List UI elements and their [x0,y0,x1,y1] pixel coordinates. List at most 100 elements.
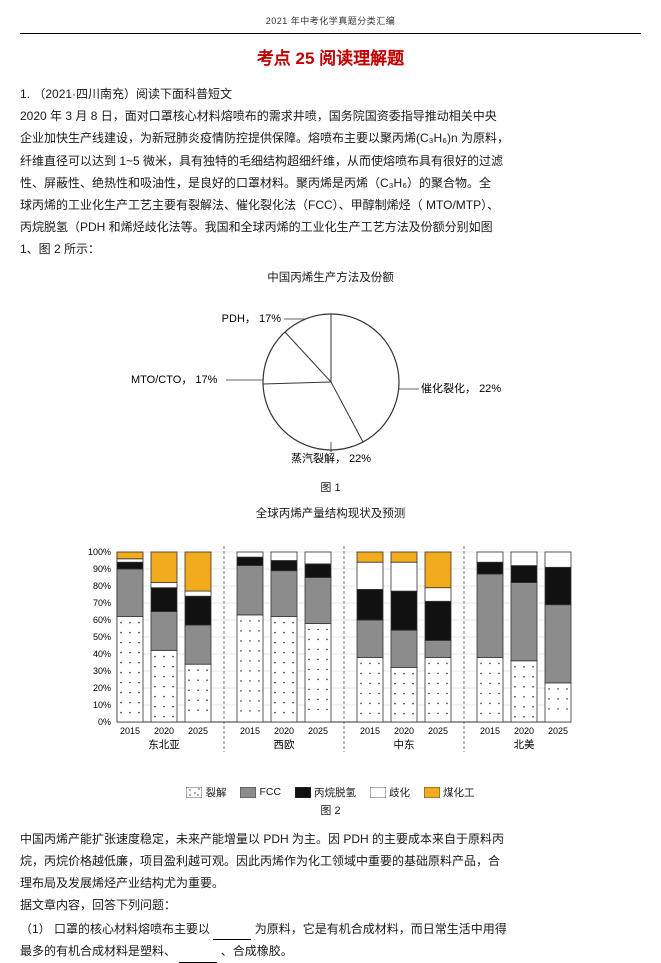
bar-segment-东北亚-2020-FCC [151,611,177,650]
svg-text:西欧: 西欧 [273,739,294,751]
bar-segment-东北亚-2020-歧化 [151,582,177,587]
bar-segment-西欧-2020-歧化 [271,552,297,561]
bar-segment-北美-2025-FCC [545,604,571,682]
figure1-container: 中国丙烯生产方法及份额 PDH， 17% MTO/CTO， 17% 催化 [20,269,641,495]
bar-segment-中东-2020-煤化工 [391,552,417,562]
bar-segment-中东-2025-FCC [425,640,451,657]
svg-text:2020: 2020 [513,726,533,736]
svg-text:0%: 0% [97,717,110,727]
svg-text:10%: 10% [92,700,110,710]
pie-label-pdh: PDH， 17% [221,313,281,325]
svg-text:2025: 2025 [427,726,447,736]
svg-text:2015: 2015 [359,726,379,736]
bar-segment-西欧-2025-裂解 [305,623,331,722]
bar-segment-西欧-2020-FCC [271,570,297,616]
bar-segment-北美-2020-FCC [511,582,537,660]
bar-segment-中东-2020-歧化 [391,562,417,591]
bar-segment-北美-2015-歧化 [477,552,503,562]
svg-text:100%: 100% [87,547,110,557]
question-block: 1. （2021·四川南充）阅读下面科普短文 2020 年 3 月 8 日，面对… [20,83,641,261]
bar-segment-中东-2020-丙烷脱氢 [391,591,417,630]
bar-segment-东北亚-2025-歧化 [185,591,211,596]
bar-segment-东北亚-2025-丙烷脱氢 [185,596,211,625]
q1-number: （1） [20,922,51,936]
page-header: 2021 年中考化学真题分类汇编 [20,14,641,34]
svg-text:东北亚: 东北亚 [148,738,180,751]
svg-text:20%: 20% [92,683,110,693]
question1-block: （1） 口罩的核心材料熔喷布主要以 为原料，它是有机合成材料，而日常生活中用得 … [20,918,641,962]
bar-segment-中东-2015-歧化 [357,562,383,589]
question-paragraph: 2020 年 3 月 8 日，面对口罩核心材料熔喷布的需求井喷，国务院国资委指导… [20,105,641,260]
figure2-title: 全球丙烯产量结构现状及预测 [20,505,641,521]
svg-text:50%: 50% [92,632,110,642]
bar-segment-西欧-2015-歧化 [237,552,263,557]
document-page: 2021 年中考化学真题分类汇编 考点 25 阅读理解题 1. （2021·四川… [20,0,641,963]
bar-segment-东北亚-2025-FCC [185,625,211,664]
question-source: （2021·四川南充）阅读下面科普短文 [33,87,232,101]
bar-segment-中东-2025-煤化工 [425,552,451,588]
bar-segment-北美-2020-丙烷脱氢 [511,565,537,582]
bar-segment-北美-2015-裂解 [477,657,503,722]
bar-segment-中东-2015-FCC [357,620,383,657]
svg-text:2020: 2020 [393,726,413,736]
bar-segment-东北亚-2020-丙烷脱氢 [151,587,177,611]
svg-text:40%: 40% [92,649,110,659]
svg-text:60%: 60% [92,615,110,625]
bar-segment-中东-2015-裂解 [357,657,383,722]
bar-segment-东北亚-2020-煤化工 [151,552,177,583]
bar-segment-北美-2020-歧化 [511,552,537,566]
svg-text:2025: 2025 [187,726,207,736]
svg-text:中东: 中东 [393,738,414,751]
legend-item-pdh: 丙烷脱氢 [295,785,356,800]
bar-chart: 0% 10% 20% 30% 40% 50% 60% 70% 80% 90% 100% 2015 202… [71,523,591,783]
q1-line1-post: 为原料，它是有机合成材料，而日常生活中用得 [255,922,507,936]
bar-segment-北美-2020-裂解 [511,660,537,721]
svg-text:80%: 80% [92,581,110,591]
section-title: 考点 25 阅读理解题 [20,44,641,69]
svg-text:2015: 2015 [239,726,259,736]
svg-text:90%: 90% [92,564,110,574]
bar-segment-中东-2015-丙烷脱氢 [357,589,383,620]
svg-text:2020: 2020 [273,726,293,736]
bar-segment-中东-2020-FCC [391,630,417,667]
pie-label-steam-cracking: 蒸汽裂解， 22% [290,451,370,465]
figure1-title: 中国丙烯生产方法及份额 [20,269,641,285]
bar-segment-中东-2025-丙烷脱氢 [425,601,451,640]
bar-segment-西欧-2015-丙烷脱氢 [237,557,263,566]
pie-label-mtocto: MTO/CTO， 17% [131,374,218,386]
pie-label-cat-cracking: 催化裂化， 22% [421,381,501,395]
bar-segment-西欧-2020-丙烷脱氢 [271,560,297,570]
legend-item-coal: 煤化工 [424,785,475,800]
closing-paragraph: 中国丙烯产能扩张速度稳定，未来产能增量以 PDH 为主。因 PDH 的主要成本来… [20,828,641,895]
legend-item-fcc: FCC [240,786,281,798]
bar-segment-东北亚-2015-丙烷脱氢 [117,562,143,569]
instruction-text: 据文章内容，回答下列问题： [20,894,641,916]
figure2-container: 全球丙烯产量结构现状及预测 0% 10% 20% 30% 40% 50% 60% 70% 80%… [20,505,641,818]
pie-chart: PDH， 17% MTO/CTO， 17% 催化裂化， 22% 蒸汽裂解， 22… [121,287,541,477]
svg-text:2025: 2025 [307,726,327,736]
figure1-caption: 图 1 [20,479,641,495]
bar-segment-西欧-2025-FCC [305,577,331,623]
legend-item-disprop: 歧化 [370,785,410,800]
bar-segment-西欧-2025-歧化 [305,552,331,564]
bar-segment-中东-2025-歧化 [425,587,451,601]
svg-text:2015: 2015 [119,726,139,736]
svg-text:30%: 30% [92,666,110,676]
q1-blank-2[interactable] [179,952,217,963]
bar-segment-东北亚-2015-煤化工 [117,552,143,559]
q1-line1-pre: 口罩的核心材料熔喷布主要以 [54,922,210,936]
q1-line2-post: 、合成橡胶。 [221,944,293,958]
svg-text:70%: 70% [92,598,110,608]
bar-segment-西欧-2025-丙烷脱氢 [305,563,331,577]
svg-text:北美: 北美 [513,738,534,751]
svg-text:2025: 2025 [547,726,567,736]
bar-segment-中东-2025-裂解 [425,657,451,722]
bar-segment-北美-2015-丙烷脱氢 [477,562,503,574]
svg-text:2015: 2015 [479,726,499,736]
bar-segment-北美-2025-歧化 [545,552,571,567]
bar-segment-东北亚-2025-裂解 [185,664,211,722]
bar-segment-北美-2025-丙烷脱氢 [545,567,571,604]
svg-text:2020: 2020 [153,726,173,736]
figure2-caption: 图 2 [20,802,641,818]
q1-line2-pre: 最多的有机合成材料是塑料、 [20,944,176,958]
